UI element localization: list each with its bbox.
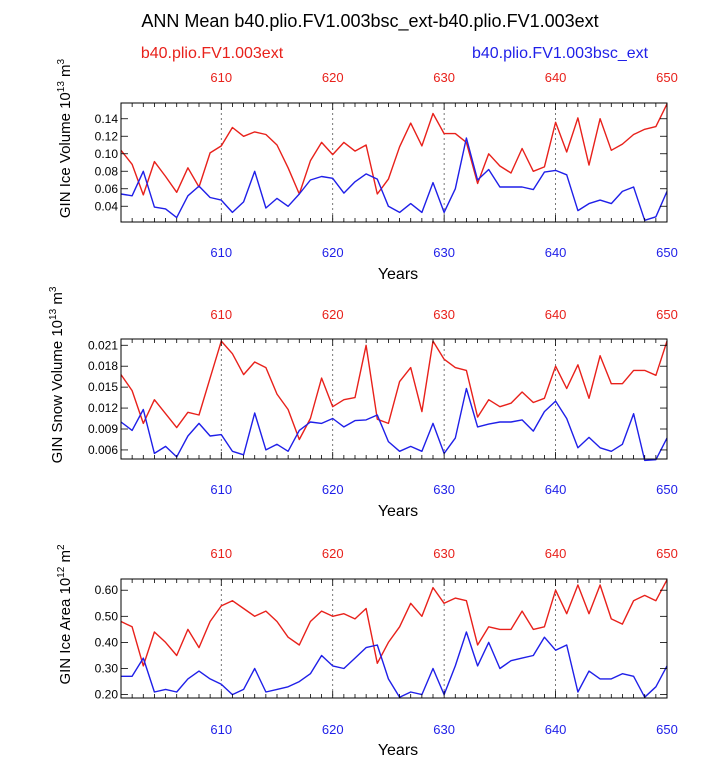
x-tick-label-bottom: 630: [433, 245, 455, 260]
series-line-blue: [120, 137, 668, 222]
x-tick-label-top: 610: [210, 307, 232, 322]
x-tick-label-bottom: 650: [656, 245, 678, 260]
x-tick-label-bottom: 640: [545, 482, 567, 497]
y-axis-label: GIN Ice Volume 1013 m3: [56, 58, 74, 218]
chart-panel-1: 610 620 630 640 650 610 620 630 640 650 0.04 0.06 0.…: [56, 58, 678, 283]
series-line-blue: [120, 387, 668, 462]
y-axis-label-exponent: 13: [48, 308, 59, 320]
y-axis-label-unit: m: [49, 292, 66, 309]
plot-frame: [120, 578, 668, 699]
y-tick-label: 0.04: [95, 199, 119, 213]
y-tick-label: 0.021: [88, 338, 118, 352]
y-tick-label: 0.012: [88, 401, 118, 415]
y-axis-label-unit: m: [57, 64, 74, 81]
x-axis-label: Years: [378, 742, 418, 759]
y-tick-label: 0.08: [95, 164, 119, 178]
y-tick-label: 0.14: [95, 112, 119, 126]
series-line-red: [120, 340, 668, 441]
plot-frame: [120, 102, 668, 223]
x-tick-label-bottom: 630: [433, 722, 455, 737]
chart-title: ANN Mean b40.plio.FV1.003bsc_ext-b40.pli…: [141, 11, 598, 32]
y-tick-label: 0.009: [88, 422, 118, 436]
chart-panel-3: 610 620 630 640 650 610 620 630 640 650 0.20 0.30 0.…: [56, 544, 678, 759]
series-line-blue: [121, 631, 668, 698]
x-tick-label-bottom: 640: [545, 722, 567, 737]
x-tick-label-bottom: 610: [210, 722, 232, 737]
legend-blue-label: b40.plio.FV1.003bsc_ext: [472, 45, 649, 62]
x-axis-label: Years: [378, 503, 418, 520]
y-axis-label: GIN Ice Area 1012 m2: [56, 544, 74, 685]
x-tick-label-bottom: 640: [545, 245, 567, 260]
series-line-red: [120, 103, 668, 196]
y-axis-label-main: GIN Ice Area 10: [57, 578, 74, 685]
x-tick-label-bottom: 630: [433, 482, 455, 497]
plot-frame: [120, 338, 668, 460]
x-tick-label-top: 610: [210, 70, 232, 85]
x-tick-label-top: 630: [433, 546, 455, 561]
y-tick-label: 0.60: [95, 583, 119, 597]
x-tick-label-top: 650: [656, 307, 678, 322]
y-tick-label: 0.20: [95, 688, 119, 702]
y-axis-label-main: GIN Snow Volume 10: [49, 320, 66, 463]
x-tick-label-top: 630: [433, 70, 455, 85]
x-tick-label-bottom: 650: [656, 482, 678, 497]
y-tick-label: 0.40: [95, 635, 119, 649]
x-axis-label: Years: [378, 266, 418, 283]
y-axis-label-unit-exponent: 2: [56, 544, 67, 550]
x-tick-label-top: 610: [210, 546, 232, 561]
y-axis-label-unit-exponent: 3: [56, 58, 67, 64]
x-tick-label-bottom: 610: [210, 482, 232, 497]
y-tick-label: 0.06: [95, 182, 119, 196]
x-tick-label-top: 650: [656, 70, 678, 85]
x-tick-label-bottom: 620: [322, 482, 344, 497]
x-tick-label-top: 640: [545, 307, 567, 322]
x-tick-label-bottom: 620: [322, 245, 344, 260]
x-tick-label-bottom: 620: [322, 722, 344, 737]
series-line-red: [120, 579, 668, 667]
y-tick-label: 0.018: [88, 359, 118, 373]
chart-panel-2: 610 620 630 640 650 610 620 630 640 650 0.006 0.009…: [48, 286, 678, 520]
y-axis-label-main: GIN Ice Volume 10: [57, 92, 74, 218]
y-axis-label-exponent: 12: [56, 566, 67, 578]
x-tick-label-top: 650: [656, 546, 678, 561]
x-tick-label-top: 620: [322, 70, 344, 85]
y-tick-label: 0.006: [88, 443, 118, 457]
legend-red-label: b40.plio.FV1.003ext: [141, 45, 284, 62]
y-tick-label: 0.50: [95, 609, 119, 623]
x-tick-label-top: 630: [433, 307, 455, 322]
x-tick-label-bottom: 610: [210, 245, 232, 260]
y-axis-label-unit-exponent: 3: [48, 286, 59, 292]
x-tick-label-top: 620: [322, 546, 344, 561]
x-tick-label-bottom: 650: [656, 722, 678, 737]
y-tick-label: 0.015: [88, 380, 118, 394]
x-tick-label-top: 640: [545, 546, 567, 561]
y-axis-label: GIN Snow Volume 1013 m3: [48, 286, 66, 463]
y-axis-label-unit: m: [57, 550, 74, 567]
y-axis-label-exponent: 13: [56, 81, 67, 93]
y-tick-label: 0.12: [95, 129, 119, 143]
x-tick-label-top: 620: [322, 307, 344, 322]
y-tick-label: 0.30: [95, 662, 119, 676]
x-tick-label-top: 640: [545, 70, 567, 85]
y-tick-label: 0.10: [95, 147, 119, 161]
